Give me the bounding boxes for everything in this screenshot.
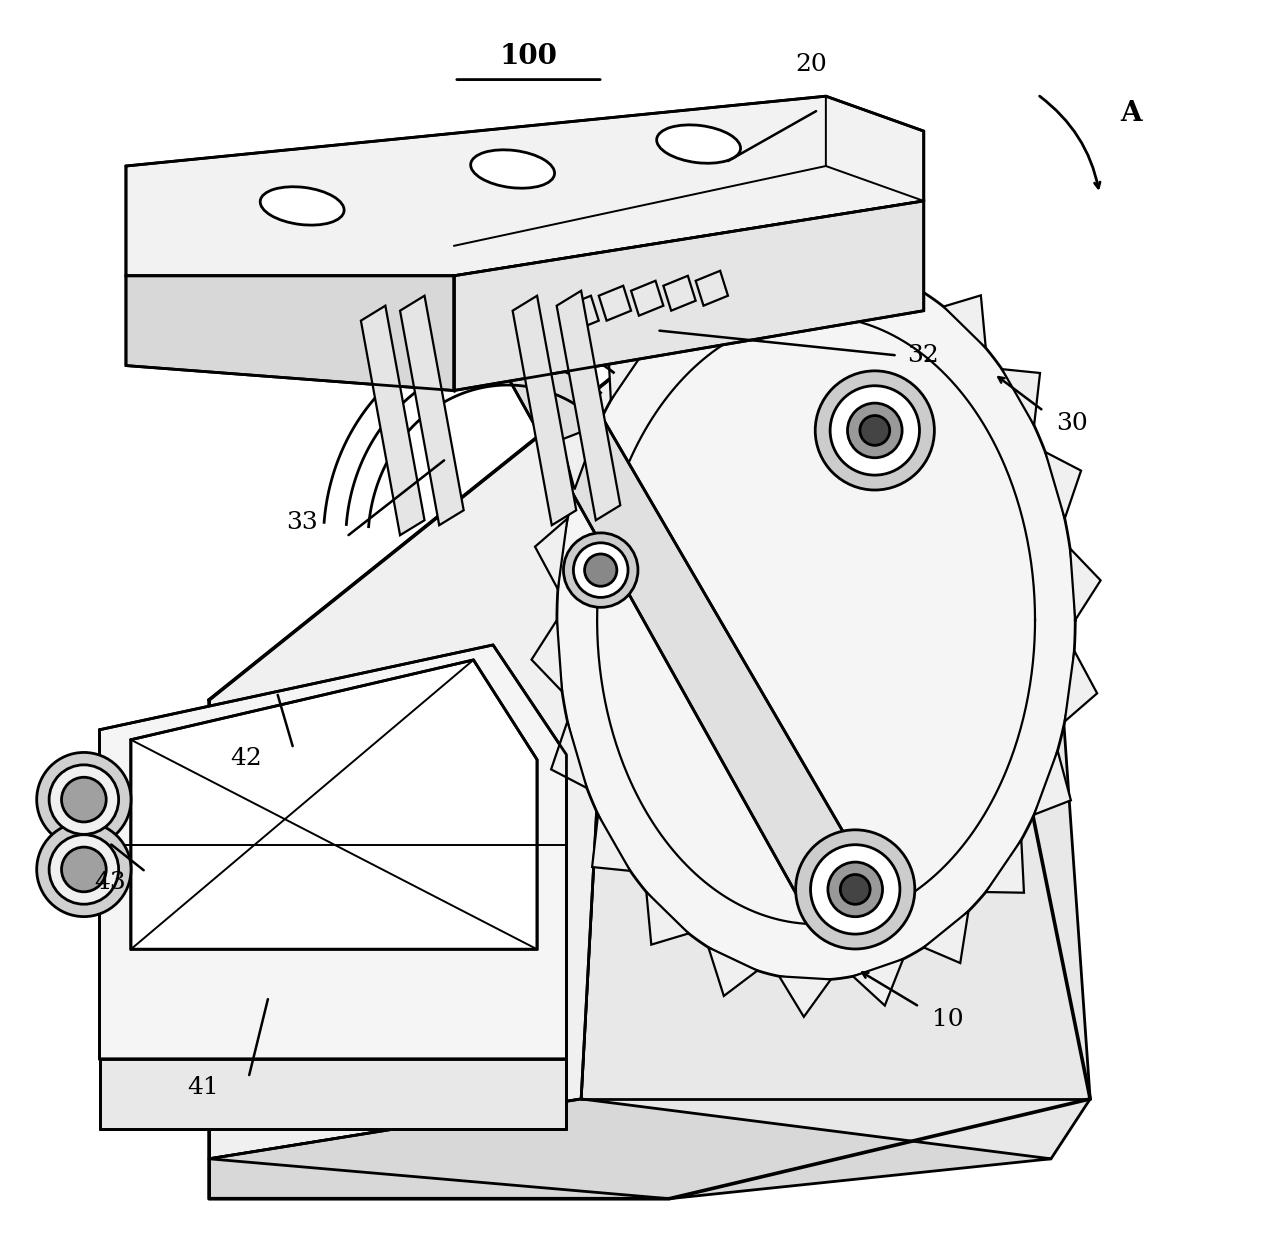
- Polygon shape: [531, 620, 562, 692]
- Text: 100: 100: [500, 42, 558, 70]
- Polygon shape: [663, 276, 696, 311]
- Circle shape: [37, 822, 131, 917]
- Polygon shape: [512, 296, 576, 525]
- Polygon shape: [562, 425, 598, 489]
- Circle shape: [37, 753, 131, 847]
- Circle shape: [62, 847, 107, 892]
- Circle shape: [841, 875, 870, 904]
- Polygon shape: [131, 659, 538, 949]
- Text: 10: 10: [932, 1008, 964, 1031]
- Polygon shape: [609, 347, 647, 401]
- Circle shape: [810, 845, 900, 934]
- Circle shape: [828, 862, 883, 917]
- Polygon shape: [493, 331, 865, 894]
- Circle shape: [795, 830, 914, 949]
- Polygon shape: [696, 271, 728, 306]
- Polygon shape: [853, 959, 903, 1005]
- Text: 33: 33: [287, 511, 318, 534]
- Polygon shape: [729, 234, 780, 281]
- Polygon shape: [126, 96, 924, 276]
- Polygon shape: [399, 296, 464, 525]
- Polygon shape: [1070, 549, 1101, 620]
- Polygon shape: [598, 286, 631, 321]
- Text: 32: 32: [907, 343, 938, 367]
- Polygon shape: [709, 948, 757, 996]
- Polygon shape: [581, 371, 1090, 1159]
- Polygon shape: [875, 244, 923, 292]
- Circle shape: [815, 371, 935, 490]
- Polygon shape: [209, 371, 620, 1159]
- Polygon shape: [454, 202, 924, 391]
- Polygon shape: [535, 519, 567, 590]
- Polygon shape: [99, 644, 567, 1059]
- Text: A: A: [1121, 100, 1142, 127]
- Circle shape: [573, 542, 628, 597]
- Circle shape: [563, 532, 638, 607]
- Text: 43: 43: [94, 871, 126, 894]
- Polygon shape: [126, 276, 454, 391]
- Circle shape: [831, 386, 919, 475]
- Circle shape: [62, 778, 107, 822]
- Polygon shape: [923, 911, 969, 963]
- Polygon shape: [99, 1059, 567, 1128]
- Text: 20: 20: [795, 52, 827, 76]
- Polygon shape: [557, 291, 620, 520]
- Circle shape: [49, 835, 119, 904]
- Polygon shape: [557, 260, 1075, 980]
- Text: 41: 41: [188, 1076, 219, 1098]
- Polygon shape: [209, 1098, 1051, 1199]
- Ellipse shape: [470, 149, 554, 188]
- Polygon shape: [1065, 651, 1097, 722]
- Polygon shape: [1035, 750, 1071, 815]
- Polygon shape: [943, 295, 985, 348]
- Circle shape: [49, 765, 119, 835]
- Circle shape: [860, 415, 890, 445]
- Polygon shape: [1045, 452, 1082, 519]
- Polygon shape: [647, 892, 689, 944]
- Text: 42: 42: [231, 748, 262, 770]
- Ellipse shape: [657, 124, 741, 163]
- Polygon shape: [361, 306, 425, 535]
- Polygon shape: [1002, 369, 1040, 425]
- Polygon shape: [985, 840, 1025, 893]
- Circle shape: [585, 554, 616, 586]
- Polygon shape: [552, 722, 587, 787]
- Polygon shape: [801, 223, 853, 264]
- Polygon shape: [663, 277, 709, 328]
- Polygon shape: [780, 977, 831, 1016]
- Ellipse shape: [260, 187, 344, 225]
- Circle shape: [847, 403, 902, 458]
- Polygon shape: [631, 281, 663, 316]
- Polygon shape: [567, 296, 598, 331]
- Polygon shape: [592, 815, 630, 871]
- Text: 30: 30: [1056, 412, 1088, 435]
